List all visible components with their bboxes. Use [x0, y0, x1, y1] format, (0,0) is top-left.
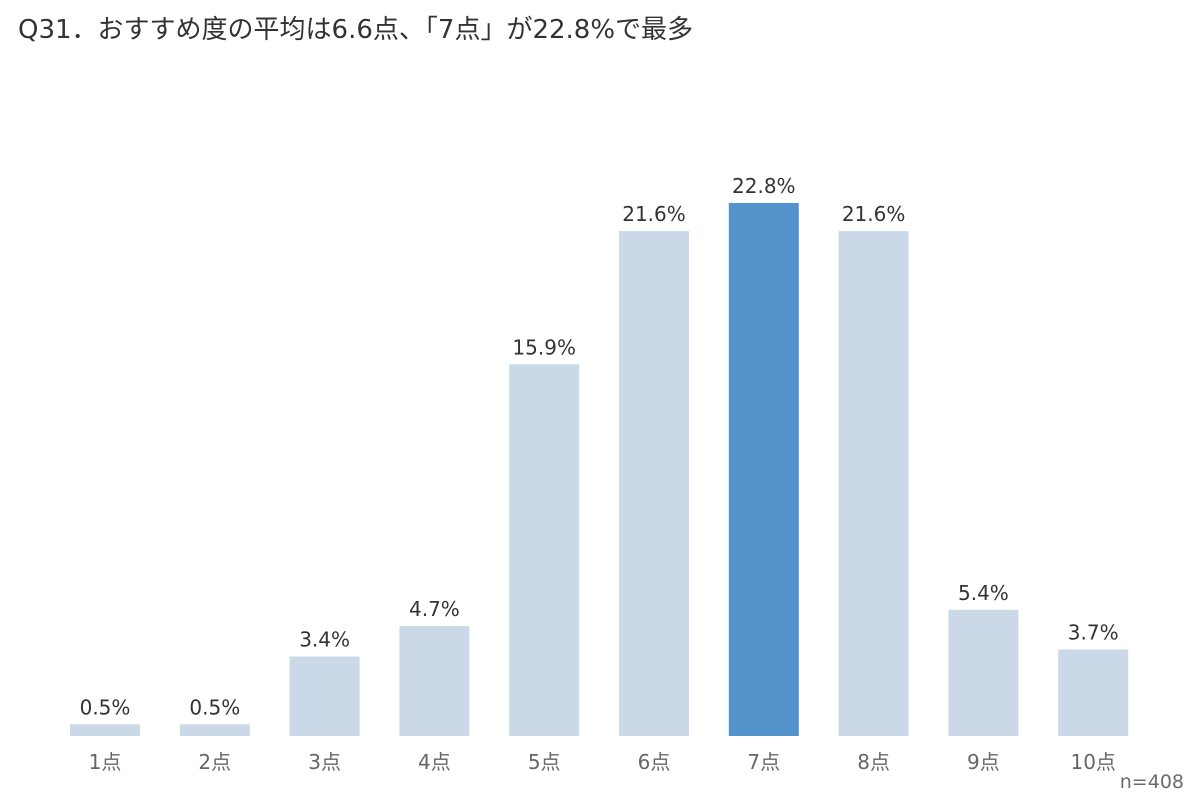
value-label-6: 21.6%: [622, 202, 686, 226]
x-tick-label-9: 9点: [967, 750, 1000, 774]
bar-1: [70, 724, 140, 736]
x-tick-label-5: 5点: [528, 750, 561, 774]
x-tick-label-group: 1点 2点 3点 4点 5点 6点 7点 8点 9点 10点: [89, 750, 1116, 774]
x-tick-label-7: 7点: [747, 750, 780, 774]
bar-6: [619, 231, 689, 736]
value-label-10: 3.7%: [1068, 621, 1119, 645]
bar-group: [70, 203, 1129, 736]
chart-title: Q31．おすすめ度の平均は6.6点、「7点」が22.8%で最多: [18, 15, 694, 45]
x-tick-label-6: 6点: [638, 750, 671, 774]
x-tick-label-10: 10点: [1070, 750, 1115, 774]
bar-3: [289, 656, 360, 736]
value-label-4: 4.7%: [409, 597, 460, 621]
x-tick-label-3: 3点: [308, 750, 341, 774]
x-tick-label-2: 2点: [198, 750, 231, 774]
x-tick-label-1: 1点: [89, 750, 122, 774]
value-label-9: 5.4%: [958, 581, 1009, 605]
bar-10: [1058, 649, 1129, 736]
bar-4: [399, 626, 470, 736]
bar-2: [179, 724, 250, 736]
bar-5: [509, 364, 580, 736]
value-label-7: 22.8%: [732, 174, 796, 198]
value-label-5: 15.9%: [512, 335, 576, 359]
bar-7: [728, 203, 799, 736]
value-label-3: 3.4%: [299, 628, 350, 652]
value-label-2: 0.5%: [189, 695, 240, 719]
value-label-1: 0.5%: [80, 695, 131, 719]
x-tick-label-8: 8点: [857, 750, 890, 774]
bar-9: [948, 609, 1019, 736]
x-tick-label-4: 4点: [418, 750, 451, 774]
sample-size-note: n=408: [1119, 771, 1184, 793]
bar-8: [838, 231, 909, 736]
value-label-8: 21.6%: [842, 202, 906, 226]
value-label-group: 0.5% 0.5% 3.4% 4.7% 15.9% 21.6% 22.8% 21.6% 5.4%…: [80, 174, 1119, 719]
